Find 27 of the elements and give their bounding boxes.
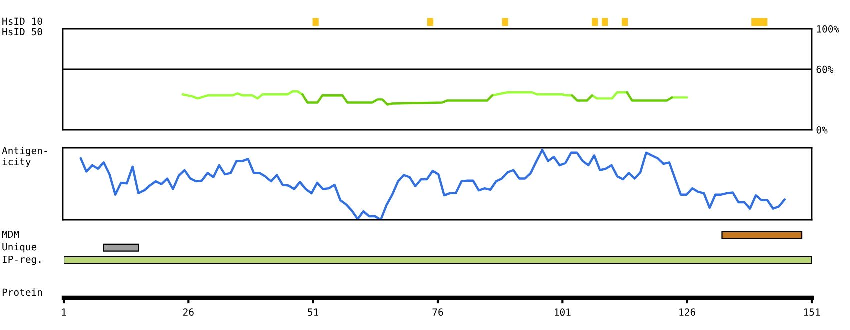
y-axis-title: Antigen- icity	[2, 147, 48, 168]
x-tick-label: 101	[555, 308, 571, 316]
bar	[592, 18, 598, 26]
bar	[64, 256, 812, 264]
y-tick-label: 60%	[816, 66, 834, 74]
x-tick-label: 1	[62, 308, 66, 316]
x-tick-label: 151	[804, 308, 820, 316]
bar	[622, 18, 628, 26]
x-axis-title: Protein	[2, 288, 42, 296]
bar	[502, 18, 508, 26]
bar	[722, 231, 803, 240]
y-tick-label: 100%	[817, 26, 840, 33]
category-label: Unique	[2, 243, 37, 253]
bar	[602, 18, 608, 26]
x-tick-label: 76	[432, 308, 444, 316]
x-tick-label: 51	[308, 308, 319, 316]
y-tick-label: 0%	[816, 126, 828, 134]
category-label: HsID 10	[2, 18, 42, 26]
bar	[312, 18, 319, 26]
category-label: MDM	[2, 230, 20, 238]
bar	[752, 18, 768, 26]
bar	[103, 244, 140, 252]
x-tick-label: 26	[184, 308, 194, 316]
category-label: IP-reg.	[2, 256, 41, 266]
x-tick-label: 126	[680, 308, 696, 316]
y-axis-title: HsID 50	[2, 28, 42, 36]
bar	[427, 18, 434, 26]
